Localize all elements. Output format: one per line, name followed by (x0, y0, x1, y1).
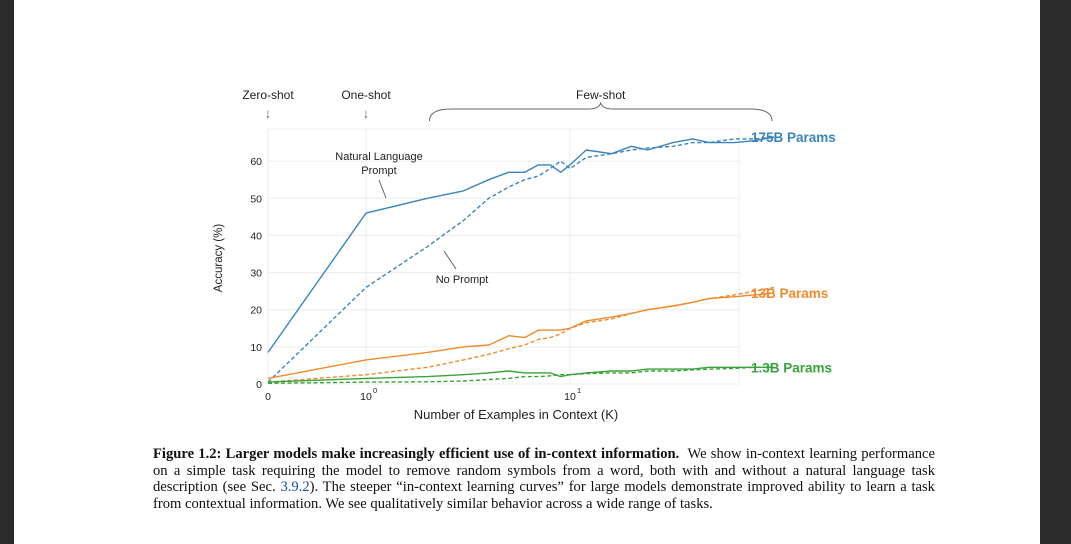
figure-caption: Figure 1.2: Larger models make increasin… (153, 446, 935, 512)
shot-regime-labels: Zero-shot ↓ One-shot ↓ Few-shot (242, 88, 773, 122)
prompt-series-line (267, 136, 775, 353)
annotation-pointer (443, 250, 457, 270)
series-name-label: 175B Params (751, 130, 836, 145)
y-tick-label: 20 (250, 305, 262, 317)
caption-body-continued: ). The steeper “in-context learning curv… (153, 479, 935, 512)
section-reference-link[interactable]: 3.9.2 (280, 479, 310, 496)
chart-annotations: Natural Language Prompt No Prompt (335, 151, 488, 286)
no-prompt-label: No Prompt (436, 274, 489, 286)
series-labels: 175B Params 13B Params 1.3B Params (751, 130, 836, 375)
chart-series-lines (267, 136, 775, 384)
prompt-series-line (267, 292, 775, 380)
shot-label: Zero-shot (242, 88, 294, 102)
y-tick-label: 0 (256, 379, 262, 391)
few-shot-brace (428, 101, 773, 122)
series-name-label: 1.3B Params (751, 360, 832, 375)
x-tick-exponent: 0 (373, 386, 377, 395)
caption-lead: Figure 1.2: Larger models make increasin… (153, 446, 680, 462)
chart-grid (267, 128, 740, 385)
x-axis-label: Number of Examples in Context (K) (414, 407, 618, 422)
caption-body: We show in-context learning performance … (153, 446, 935, 496)
x-tick-label: 10 (360, 391, 372, 403)
few-shot-label: Few-shot (576, 88, 626, 102)
annotation-pointer (378, 179, 387, 199)
natural-language-prompt-label: Natural Language (335, 151, 422, 163)
x-tick-exponent: 1 (577, 386, 581, 395)
down-arrow-icon: ↓ (363, 105, 370, 121)
paper-page: 0 10 20 30 40 50 60 0 10 0 10 1 Zero-shot ↓ One-shot ↓… (14, 0, 1040, 544)
shot-label: One-shot (341, 88, 391, 102)
plot-frame (267, 128, 740, 385)
down-arrow-icon: ↓ (265, 105, 272, 121)
y-tick-label: 10 (250, 342, 262, 354)
no-prompt-series-line (267, 366, 774, 384)
y-tick-label: 40 (250, 230, 262, 242)
y-axis-label: Accuracy (%) (213, 224, 225, 293)
y-tick-label: 60 (250, 156, 262, 168)
natural-language-prompt-label: Prompt (361, 165, 396, 177)
x-tick-label: 10 (564, 391, 576, 403)
x-tick-label: 0 (265, 391, 271, 403)
no-prompt-series-line (267, 286, 775, 383)
y-tick-label: 50 (250, 193, 262, 205)
y-tick-label: 30 (250, 268, 262, 280)
series-name-label: 13B Params (751, 286, 828, 301)
